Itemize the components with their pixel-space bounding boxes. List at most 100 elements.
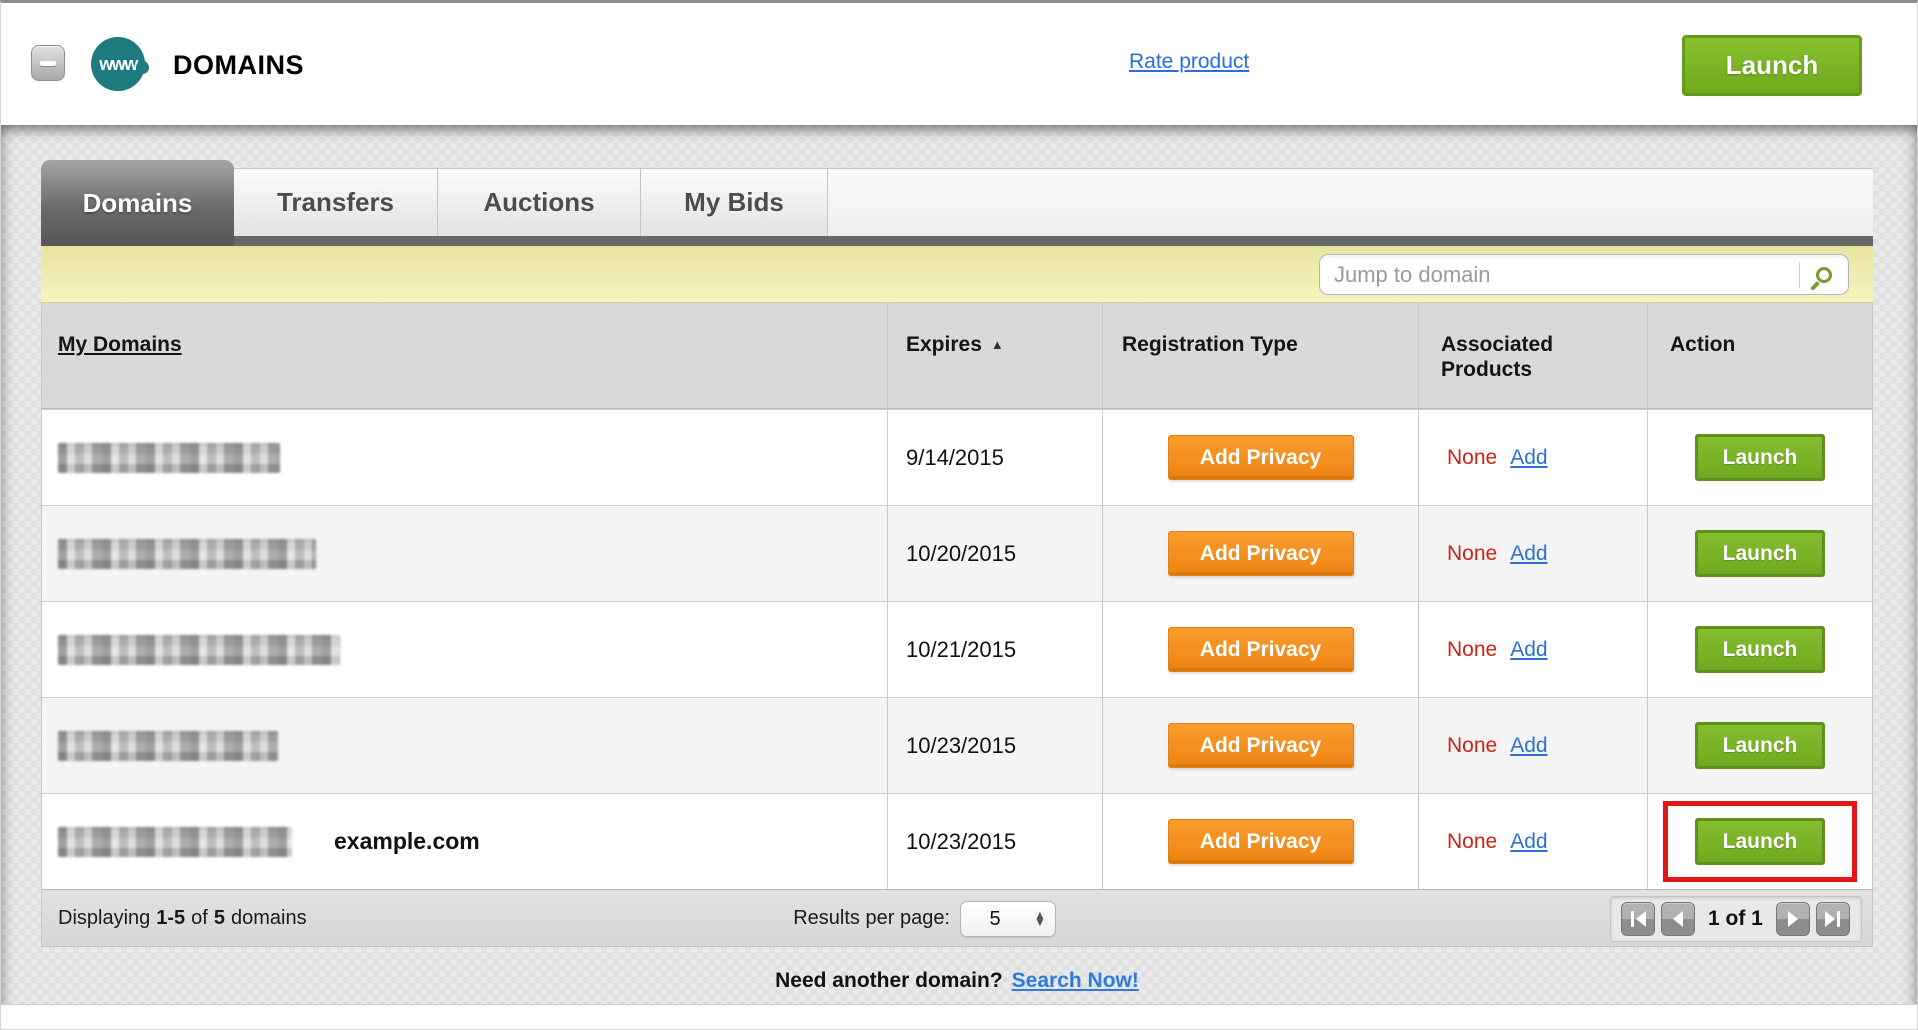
add-product-link[interactable]: Add [1510,829,1548,853]
search-box [1319,254,1849,295]
tab-domains[interactable]: Domains [41,160,234,246]
registration-cell: Add Privacy [1102,506,1418,601]
expires-cell: 9/14/2015 [887,410,1102,505]
add-privacy-button[interactable]: Add Privacy [1167,435,1354,480]
jump-to-domain-input[interactable] [1320,261,1799,288]
associated-products-cell: None Add [1418,602,1647,697]
need-another-domain-row: Need another domain? Search Now! [41,965,1873,997]
results-per-page-label: Results per page: [793,906,950,929]
logo-text: www [99,53,138,74]
action-cell: Launch [1647,794,1872,889]
page-background: Domains Transfers Auctions My Bids [1,125,1917,1029]
launch-button[interactable]: Launch [1695,626,1825,673]
add-privacy-button[interactable]: Add Privacy [1167,819,1354,864]
action-cell: Launch [1647,410,1872,505]
tab-transfers[interactable]: Transfers [234,168,438,236]
tab-label: Domains [82,187,193,218]
add-privacy-button[interactable]: Add Privacy [1167,627,1354,672]
action-cell: Launch [1647,602,1872,697]
next-page-icon [1787,911,1798,927]
expires-cell: 10/23/2015 [887,698,1102,793]
launch-button-highlighted[interactable]: Launch [1695,818,1825,865]
tab-label: My Bids [684,187,784,217]
displaying-range: 1-5 [156,906,186,929]
registration-cell: Add Privacy [1102,602,1418,697]
column-header-expires[interactable]: Expires ▲ [887,303,1102,408]
tab-auctions[interactable]: Auctions [438,168,641,236]
associated-products-value: None [1447,637,1498,661]
redacted-domain-name [58,730,278,761]
displaying-status: Displaying 1-5 of 5 domains [58,906,307,929]
first-page-button[interactable] [1621,902,1655,936]
expires-cell: 10/23/2015 [887,794,1102,889]
associated-products-value: None [1447,829,1498,853]
associated-products-value: None [1447,541,1498,565]
redacted-domain-name [58,442,280,473]
first-page-icon [1630,911,1634,927]
search-now-link[interactable]: Search Now! [1011,969,1139,992]
results-per-page-select[interactable]: 5 ▲ ▼ [960,901,1056,937]
redacted-domain-name [58,826,292,857]
redacted-domain-name [58,538,316,569]
page-status: 1 of 1 [1708,907,1763,930]
next-page-button[interactable] [1775,902,1810,936]
table-row: 10/23/2015 Add Privacy None Add Launch [42,697,1872,793]
displaying-total: 5 [213,906,225,929]
redacted-domain-name [58,634,340,665]
associated-products-value: None [1447,445,1498,469]
stepper-arrows-icon: ▲ ▼ [1034,907,1046,929]
domain-cell [42,602,887,697]
search-button[interactable] [1800,266,1848,283]
app-header: www DOMAINS Rate product Launch [1,3,1917,125]
table-row: 9/14/2015 Add Privacy None Add Launch [42,409,1872,505]
collapse-panel-button[interactable] [31,45,65,81]
minus-icon [40,61,56,66]
table-footer-bar: Displaying 1-5 of 5 domains Results per … [41,889,1873,947]
launch-button[interactable]: Launch [1695,722,1825,769]
launch-button[interactable]: Launch [1695,434,1825,481]
column-header-action: Action [1647,303,1872,408]
search-icon [1816,266,1832,283]
page-title: DOMAINS [173,49,304,80]
registration-cell: Add Privacy [1102,698,1418,793]
tab-my-bids[interactable]: My Bids [641,168,828,236]
domain-cell [42,506,887,601]
add-product-link[interactable]: Add [1510,445,1548,469]
add-product-link[interactable]: Add [1510,541,1548,565]
table-header-row: My Domains Expires ▲ Registration Type A… [42,303,1872,409]
rate-product-link[interactable]: Rate product [1129,50,1250,73]
header-launch-button[interactable]: Launch [1682,35,1862,96]
tab-bottom-bar [41,236,1873,246]
associated-products-cell: None Add [1418,698,1647,793]
domain-annotation: example.com [334,828,480,854]
expires-cell: 10/20/2015 [887,506,1102,601]
tab-strip-filler [828,168,1873,236]
add-privacy-button[interactable]: Add Privacy [1167,531,1354,576]
search-band [41,246,1873,303]
add-product-link[interactable]: Add [1510,637,1548,661]
www-logo-icon: www [91,37,145,91]
tab-label: Transfers [276,187,395,217]
table-row: 10/21/2015 Add Privacy None Add Launch [42,601,1872,697]
tab-label: Auctions [483,187,595,217]
domains-table: My Domains Expires ▲ Registration Type A… [41,303,1873,889]
results-per-page-value: 5 [989,907,1001,930]
launch-button[interactable]: Launch [1695,530,1825,577]
domain-cell [42,410,887,505]
previous-page-icon [1673,911,1683,927]
column-header-my-domains[interactable]: My Domains [58,333,182,356]
action-cell: Launch [1647,506,1872,601]
associated-products-value: None [1447,733,1498,757]
registration-cell: Add Privacy [1102,794,1418,889]
pagination-controls: 1 of 1 [1610,896,1862,942]
previous-page-button[interactable] [1661,902,1695,936]
add-privacy-button[interactable]: Add Privacy [1167,723,1354,768]
associated-products-cell: None Add [1418,794,1647,889]
table-row-example-com: example.com 10/23/2015 Add Privacy None … [42,793,1872,889]
add-product-link[interactable]: Add [1510,733,1548,757]
associated-products-cell: None Add [1418,410,1647,505]
domain-cell: example.com [42,794,887,889]
last-page-button[interactable] [1815,902,1850,936]
action-cell: Launch [1647,698,1872,793]
